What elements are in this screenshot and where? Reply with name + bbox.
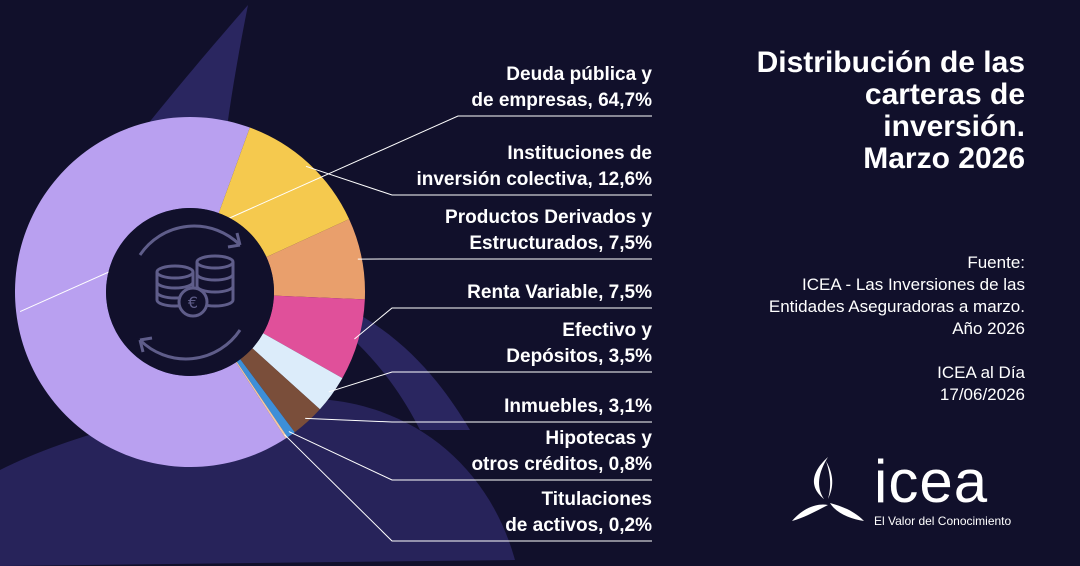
publication-date: 17/06/2026 [939, 385, 1025, 404]
logo-tagline: El Valor del Conocimiento [874, 514, 1012, 528]
slice-label-line: Titulaciones [541, 489, 652, 510]
pie-slice [266, 219, 365, 300]
pie-slice [240, 348, 320, 433]
slice-label: Renta Variable, 7,5% [467, 280, 652, 306]
pie-slice [14, 116, 286, 468]
slice-label-line: Deuda pública y [506, 64, 652, 85]
slice-label-line: Renta Variable, 7,5% [467, 282, 652, 303]
pie-slice [252, 333, 343, 410]
slice-label-line: Productos Derivados y [445, 207, 652, 228]
slice-label-line: Estructurados, 7,5% [469, 233, 652, 254]
title-line: Marzo 2026 [863, 142, 1025, 175]
publication-name: ICEA al Día [937, 363, 1025, 382]
slice-label-line: de empresas, 64,7% [471, 90, 652, 111]
source-line: Entidades Aseguradoras a marzo. [768, 297, 1025, 316]
leader-line [288, 431, 652, 481]
title-line: carteras de [864, 78, 1025, 111]
slice-label-line: Hipotecas y [545, 428, 652, 449]
slice-label: Instituciones de inversión colectiva, 12,… [416, 141, 652, 193]
slice-label: Inmuebles, 3,1% [504, 394, 652, 420]
slice-label-line: Depósitos, 3,5% [506, 346, 652, 367]
slice-label: Efectivo y Depósitos, 3,5% [506, 318, 652, 370]
slice-label-line: inversión colectiva, 12,6% [416, 169, 652, 190]
title-line: Distribución de las [756, 46, 1025, 79]
leader-line [284, 434, 652, 542]
slice-label-line: otros créditos, 0,8% [471, 454, 652, 475]
pie-slice [263, 295, 365, 379]
pie-slices [14, 116, 365, 468]
source-spacer [665, 340, 1025, 362]
icea-tri-swoosh-icon [792, 457, 864, 521]
leader-line [354, 307, 652, 340]
source-line: ICEA - Las Inversiones de las [801, 275, 1025, 294]
pie-slice [218, 127, 350, 258]
slice-label: Productos Derivados y Estructurados, 7,5% [445, 205, 652, 257]
logo-wordmark: icea [874, 448, 989, 515]
leader-line [328, 371, 652, 393]
leader-line [305, 165, 652, 196]
source-block: Fuente: ICEA - Las Inversiones de las En… [665, 252, 1025, 406]
slice-label: Deuda pública y de empresas, 64,7% [471, 62, 652, 114]
slice-label: Hipotecas y otros créditos, 0,8% [471, 426, 652, 478]
pie-slice [235, 361, 288, 439]
svg-text:€: € [188, 293, 198, 312]
slice-label-line: Instituciones de [507, 143, 652, 164]
icea-logo: icea El Valor del Conocimiento [788, 448, 1038, 535]
slice-label: Titulaciones de activos, 0,2% [505, 487, 652, 539]
leader-line [305, 417, 652, 423]
slice-label-line: Inmuebles, 3,1% [504, 396, 652, 417]
background-swoosh-right [330, 300, 470, 430]
source-line: Año 2026 [952, 319, 1025, 338]
source-heading: Fuente: [967, 253, 1025, 272]
slice-label-line: de activos, 0,2% [505, 515, 652, 536]
euro-coins-cycle-icon: € [138, 224, 242, 361]
pie-slice [236, 359, 295, 438]
slice-label-line: Efectivo y [562, 320, 652, 341]
title-line: inversión. [883, 110, 1025, 143]
chart-title: Distribución de las carteras de inversió… [665, 47, 1025, 175]
